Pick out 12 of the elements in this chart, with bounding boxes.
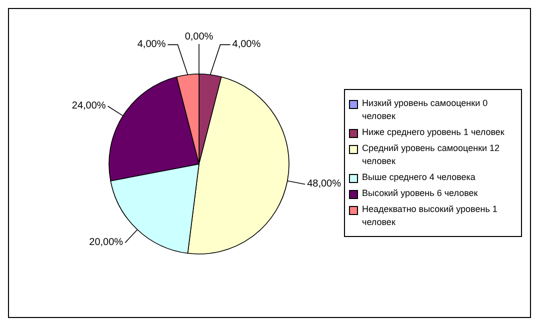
data-label: 48,00% [307, 178, 342, 190]
data-label: 24,00% [72, 100, 106, 112]
legend-label: Выше среднего 4 человека [362, 171, 476, 184]
legend-label: Ниже среднего уровень 1 человек [362, 126, 504, 139]
legend-label: Низкий уровень самооценки 0 человек [362, 97, 489, 123]
text: 0,00% [184, 32, 214, 42]
legend-label: Неадекватно высокий уровень 1 человек [362, 203, 498, 229]
legend-label: Средний уровень самооценки 12 человек [362, 142, 501, 168]
legend-label: Высокий уровень 6 человек [362, 187, 478, 200]
data-label: 4,00% [232, 39, 261, 50]
data-label: 20,00% [89, 237, 124, 248]
data-label: 4,00% [137, 39, 166, 50]
